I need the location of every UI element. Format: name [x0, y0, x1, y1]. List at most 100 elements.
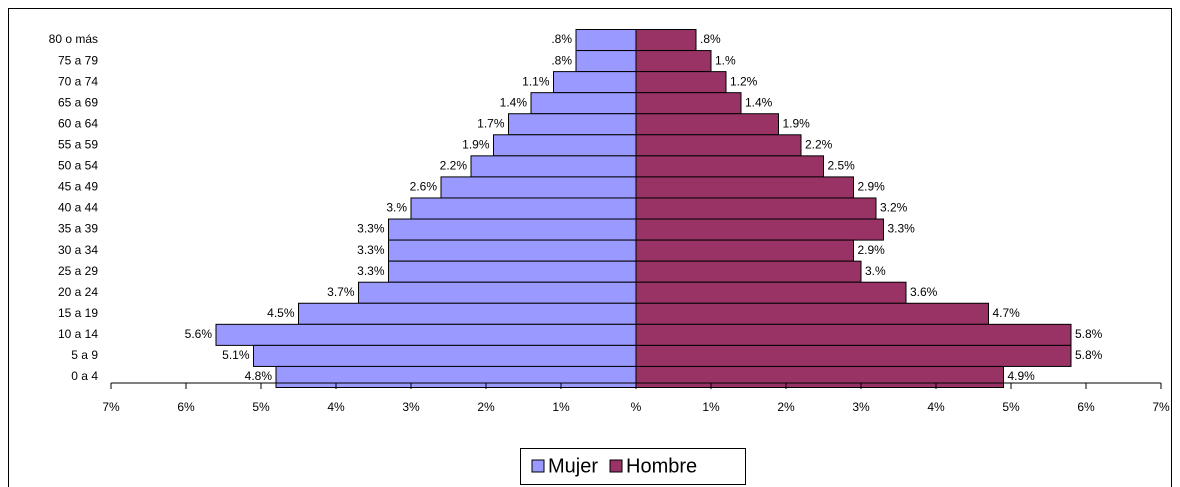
bar [440, 176, 637, 199]
data-label: 1.4% [500, 95, 528, 109]
x-tick-label: 4% [927, 400, 945, 414]
y-tick-label: 65 a 69 [58, 95, 98, 109]
x-tick-label: 6% [1077, 400, 1095, 414]
data-label: .8% [551, 32, 572, 46]
data-label: 1.2% [730, 74, 758, 88]
chart-frame [8, 8, 1172, 487]
x-tick-label: 4% [327, 400, 345, 414]
legend-swatch [609, 459, 623, 473]
x-tick-label: 1% [552, 400, 570, 414]
y-tick-label: 80 o más [49, 32, 98, 46]
bar [635, 155, 824, 178]
bar [635, 92, 742, 115]
data-label: .8% [700, 32, 721, 46]
data-label: 3.7% [327, 285, 355, 299]
data-label: 4.5% [267, 306, 295, 320]
bar [253, 344, 637, 367]
bar [635, 323, 1072, 346]
data-label: 2.5% [828, 159, 856, 173]
data-label: 1.1% [522, 74, 550, 88]
bar [635, 344, 1072, 367]
data-label: 3.% [865, 264, 886, 278]
bar [358, 281, 637, 304]
y-tick-label: 20 a 24 [58, 285, 98, 299]
x-tick-label: 5% [252, 400, 270, 414]
data-label: 1.7% [477, 116, 505, 130]
x-tick-label: 3% [852, 400, 870, 414]
bar [575, 29, 637, 52]
bar [508, 113, 637, 136]
bar [635, 302, 989, 325]
x-tick-label: % [631, 400, 642, 414]
bar [635, 281, 907, 304]
bar [635, 218, 884, 241]
data-label: 3.% [386, 201, 407, 215]
y-tick-label: 30 a 34 [58, 243, 98, 257]
legend-label: Mujer [548, 455, 598, 477]
data-label: 5.8% [1075, 327, 1103, 341]
bar [575, 50, 637, 73]
data-label: 3.3% [357, 222, 385, 236]
plot-area: 80 o más 75 a 79 70 a 74 65 a 69 60 a 64 55 a… [49, 29, 1170, 414]
data-label: 2.6% [410, 180, 438, 194]
bar [635, 113, 779, 136]
data-label: 2.9% [858, 243, 886, 257]
bar [470, 155, 637, 178]
data-label: 5.6% [185, 327, 213, 341]
bar [410, 197, 637, 220]
data-label: 4.9% [1008, 369, 1036, 383]
data-label: 1.% [715, 53, 736, 67]
legend-swatch [531, 459, 545, 473]
bar [388, 239, 637, 262]
x-tick-label: 7% [1152, 400, 1170, 414]
data-label: 3.3% [357, 264, 385, 278]
data-label: 1.9% [462, 137, 490, 151]
data-label: 3.6% [910, 285, 938, 299]
bar [635, 365, 1004, 388]
y-tick-label: 45 a 49 [58, 180, 98, 194]
x-tick-label: 2% [777, 400, 795, 414]
data-label: 2.2% [440, 159, 468, 173]
bar [635, 29, 697, 52]
bar [635, 50, 712, 73]
x-tick-label: 2% [477, 400, 495, 414]
y-tick-label: 25 a 29 [58, 264, 98, 278]
data-label: 4.8% [245, 369, 273, 383]
data-label: 1.9% [783, 116, 811, 130]
bar [215, 323, 637, 346]
y-tick-label: 10 a 14 [58, 327, 98, 341]
bar [493, 134, 637, 157]
bar [635, 71, 727, 94]
y-tick-label: 0 a 4 [71, 369, 98, 383]
y-tick-label: 55 a 59 [58, 137, 98, 151]
bar [275, 365, 637, 388]
x-tick-label: 5% [1002, 400, 1020, 414]
bar [635, 134, 802, 157]
bar [388, 260, 637, 283]
x-tick-label: 1% [702, 400, 720, 414]
y-tick-label: 50 a 54 [58, 159, 98, 173]
bar [298, 302, 637, 325]
bar [635, 197, 877, 220]
data-label: 2.2% [805, 137, 833, 151]
y-tick-label: 70 a 74 [58, 74, 98, 88]
bar [635, 260, 862, 283]
bar [635, 239, 854, 262]
data-label: 2.9% [858, 180, 886, 194]
data-label: 3.2% [880, 201, 908, 215]
data-label: 1.4% [745, 95, 773, 109]
bar [388, 218, 637, 241]
data-label: .8% [551, 53, 572, 67]
data-label: 3.3% [888, 222, 916, 236]
y-tick-label: 5 a 9 [71, 348, 98, 362]
data-label: 5.8% [1075, 348, 1103, 362]
x-tick-label: 7% [102, 400, 120, 414]
data-label: 5.1% [222, 348, 250, 362]
legend-box [520, 448, 746, 485]
y-tick-label: 35 a 39 [58, 222, 98, 236]
y-tick-label: 15 a 19 [58, 306, 98, 320]
bar [530, 92, 637, 115]
x-tick-label: 3% [402, 400, 420, 414]
bar [635, 176, 854, 199]
